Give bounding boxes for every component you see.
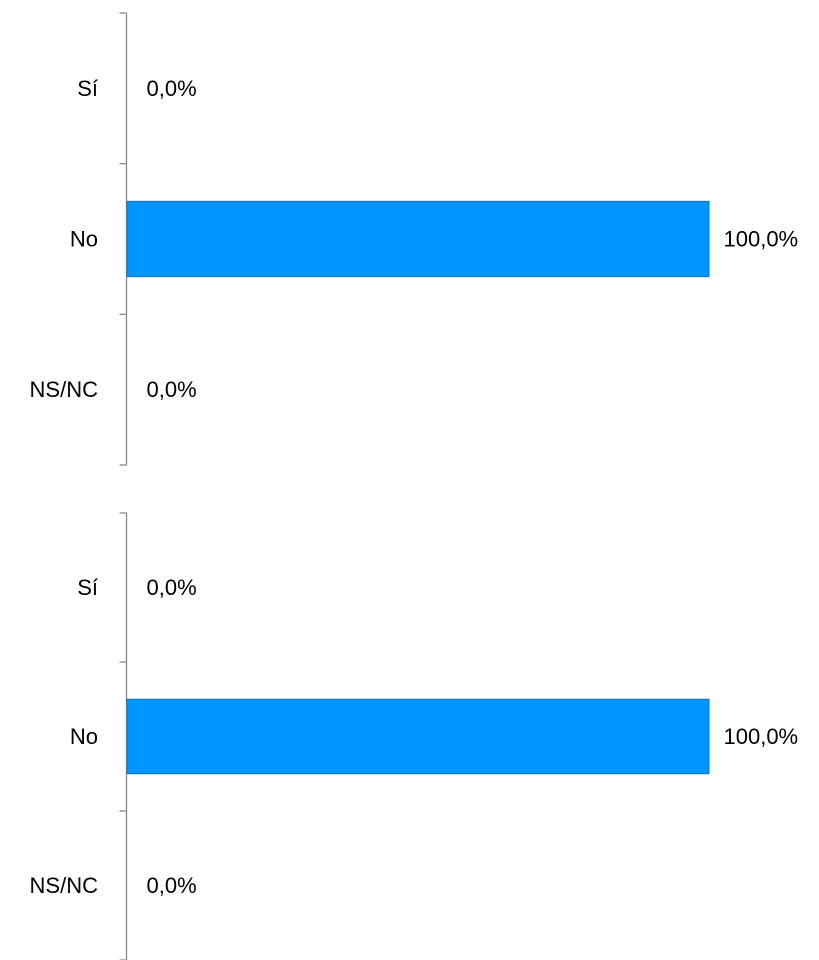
category-label: Sí xyxy=(77,76,98,101)
bar-no xyxy=(126,698,710,775)
category-label: No xyxy=(70,724,98,749)
category-label: No xyxy=(70,227,98,252)
data-label: 100,0% xyxy=(724,724,799,749)
category-label: Sí xyxy=(77,575,98,600)
data-label: 0,0% xyxy=(147,873,197,898)
data-label: 0,0% xyxy=(147,76,197,101)
bar-no xyxy=(126,200,710,278)
data-label: 0,0% xyxy=(147,575,197,600)
category-label: NS/NC xyxy=(30,377,99,402)
bar-chart-2: Sí 0,0% No 100,0% NS/NC 0,0% xyxy=(30,512,799,960)
bar-chart-1: Sí 0,0% No 100,0% NS/NC 0,0% xyxy=(30,12,799,466)
data-label: 0,0% xyxy=(147,377,197,402)
data-label: 100,0% xyxy=(724,227,799,252)
category-label: NS/NC xyxy=(30,873,99,898)
